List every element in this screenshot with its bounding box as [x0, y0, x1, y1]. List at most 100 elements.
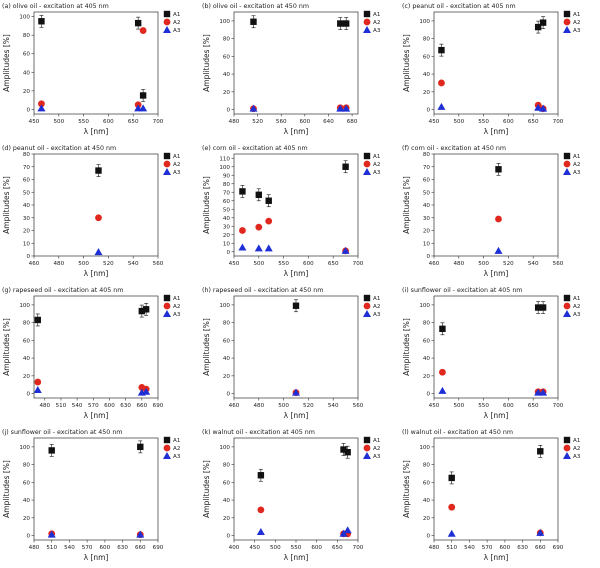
y-tick-label: 0 [426, 108, 430, 114]
x-tick-label: 480 [53, 261, 64, 267]
legend-label-a2: A2 [373, 446, 380, 452]
x-axis-label: λ [nm] [84, 411, 109, 420]
point-a3 [139, 104, 148, 112]
legend-marker-a2 [363, 18, 371, 26]
panel-a: (a) olive oil - excitation at 405 nm 450 5… [2, 3, 181, 136]
x-tick-label: 520 [252, 119, 263, 125]
y-tick-label: 20 [23, 89, 31, 95]
x-tick-label: 600 [303, 261, 314, 267]
x-tick-label: 540 [328, 403, 339, 409]
y-tick-label: 80 [223, 463, 231, 469]
point-a3 [342, 104, 351, 112]
y-tick-label: 100 [419, 445, 430, 451]
point-a1 [342, 20, 350, 27]
x-tick-label: 510 [46, 545, 57, 551]
y-tick-label: 100 [219, 165, 230, 171]
point-a2 [265, 217, 273, 225]
x-tick-label: 570 [482, 545, 493, 551]
legend-marker-a3 [563, 168, 571, 175]
point-a3 [343, 526, 352, 534]
x-tick-label: 480 [453, 261, 464, 267]
point-a1 [142, 306, 150, 313]
point-a1 [344, 448, 351, 456]
y-axis-label: Amplitudes [%] [2, 318, 11, 376]
y-tick-label: 60 [423, 178, 431, 184]
x-tick-label: 510 [446, 545, 457, 551]
y-tick-label: 40 [423, 498, 431, 504]
legend-label-a1: A1 [173, 154, 181, 160]
legend-label-a3: A3 [573, 312, 581, 318]
y-tick-label: 0 [226, 392, 230, 398]
point-a3 [539, 104, 548, 112]
plot-frame [233, 153, 359, 257]
legend-marker-a1 [163, 10, 171, 18]
point-a1 [337, 20, 344, 27]
point-a2 [95, 214, 102, 222]
point-a1 [439, 325, 446, 333]
y-tick-label: 60 [223, 199, 231, 205]
y-tick-label: 0 [426, 534, 430, 540]
y-axis-label: Amplitudes [%] [402, 34, 411, 92]
x-tick-label: 400 [229, 545, 240, 551]
x-tick-label: 570 [82, 545, 93, 551]
x-tick-label: 560 [276, 119, 287, 125]
point-a3 [249, 104, 258, 112]
point-a3 [264, 244, 273, 252]
legend-marker-a3 [363, 168, 371, 175]
point-a2 [239, 227, 246, 234]
legend-label-a3: A3 [373, 312, 381, 318]
y-tick-label: 40 [423, 203, 431, 209]
panel-f: (f) corn oil - excitation at 450 nm 460 48… [402, 145, 581, 278]
x-axis-label: λ [nm] [284, 411, 309, 420]
legend-label-a2: A2 [373, 162, 380, 168]
panel-title: (j) sunflower oil - excitation at 450 nm [2, 429, 122, 436]
y-tick-label: 70 [423, 165, 431, 171]
x-tick-label: 480 [253, 403, 264, 409]
x-tick-label: 600 [503, 403, 514, 409]
y-axis-label: Amplitudes [%] [202, 460, 211, 518]
point-a1 [534, 23, 542, 31]
y-tick-label: 80 [423, 463, 431, 469]
y-tick-label: 80 [423, 37, 431, 43]
legend-marker-a3 [163, 310, 171, 317]
x-tick-label: 650 [332, 545, 343, 551]
x-tick-label: 450 [229, 261, 240, 267]
y-tick-label: 40 [223, 356, 231, 362]
y-tick-label: 0 [26, 534, 30, 540]
y-tick-label: 20 [423, 229, 431, 235]
x-tick-label: 550 [78, 119, 89, 125]
legend-label-a3: A3 [173, 170, 181, 176]
point-a1 [95, 167, 102, 174]
legend-marker-a2 [163, 444, 171, 452]
legend-marker-a3 [363, 310, 371, 317]
y-tick-label: 40 [423, 356, 431, 362]
point-a2 [257, 506, 265, 514]
x-tick-label: 450 [249, 545, 260, 551]
legend-label-a1: A1 [573, 438, 581, 444]
legend-label-a1: A1 [173, 296, 181, 302]
x-tick-label: 660 [135, 545, 146, 551]
legend-marker-a1 [363, 152, 371, 160]
y-tick-label: 0 [226, 534, 230, 540]
legend-label-a2: A2 [573, 162, 580, 168]
point-a3 [339, 529, 348, 537]
legend-label-a2: A2 [173, 162, 180, 168]
legend-marker-a3 [163, 168, 171, 175]
x-tick-label: 650 [128, 119, 139, 125]
legend-marker-a2 [563, 302, 571, 310]
x-tick-label: 680 [347, 119, 358, 125]
y-tick-label: 100 [19, 303, 30, 309]
x-tick-label: 690 [153, 403, 164, 409]
legend-label-a1: A1 [373, 296, 381, 302]
legend-marker-a2 [163, 18, 171, 26]
x-tick-label: 500 [478, 261, 489, 267]
x-tick-label: 480 [429, 545, 440, 551]
x-tick-label: 630 [117, 545, 128, 551]
legend-label-a3: A3 [373, 454, 381, 460]
point-a3 [494, 246, 503, 254]
legend-label-a1: A1 [373, 154, 381, 160]
legend-marker-a1 [363, 10, 371, 18]
panel-e: (e) corn oil - excitation at 405 nm 450 50… [202, 145, 381, 278]
legend-label-a2: A2 [573, 20, 580, 26]
point-a3 [292, 388, 300, 396]
